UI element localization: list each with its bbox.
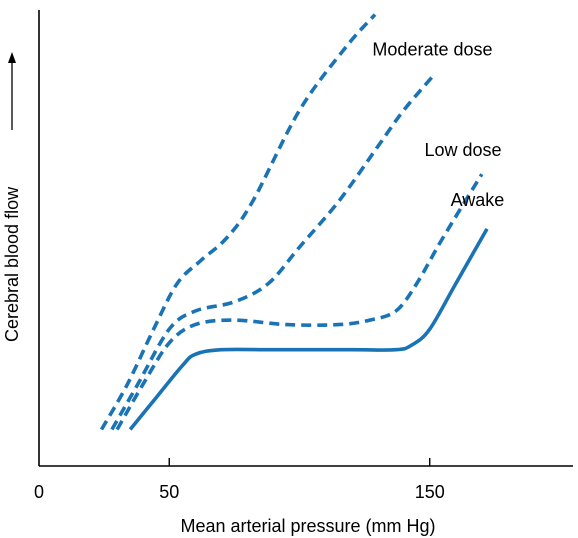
series-line-low-dose (115, 173, 484, 431)
series-label-awake: Awake (451, 190, 505, 210)
series-line-awake (128, 228, 489, 431)
series-label-low-dose: Low dose (425, 140, 502, 160)
x-ticks-group: 0 50 150 (34, 458, 445, 502)
series-line-moderate-dose (110, 72, 437, 431)
x-tick-label-2: 150 (415, 482, 445, 502)
y-axis-arrowhead-icon (8, 52, 16, 63)
y-axis-title: Cerebral blood flow (2, 186, 22, 342)
series-group (99, 13, 489, 431)
series-label-moderate-dose: Moderate dose (372, 40, 492, 60)
x-axis-title: Mean arterial pressure (mm Hg) (180, 516, 435, 536)
x-tick-label-1: 50 (159, 482, 179, 502)
x-tick-label-0: 0 (34, 482, 44, 502)
series-line-high-dose (99, 13, 377, 431)
